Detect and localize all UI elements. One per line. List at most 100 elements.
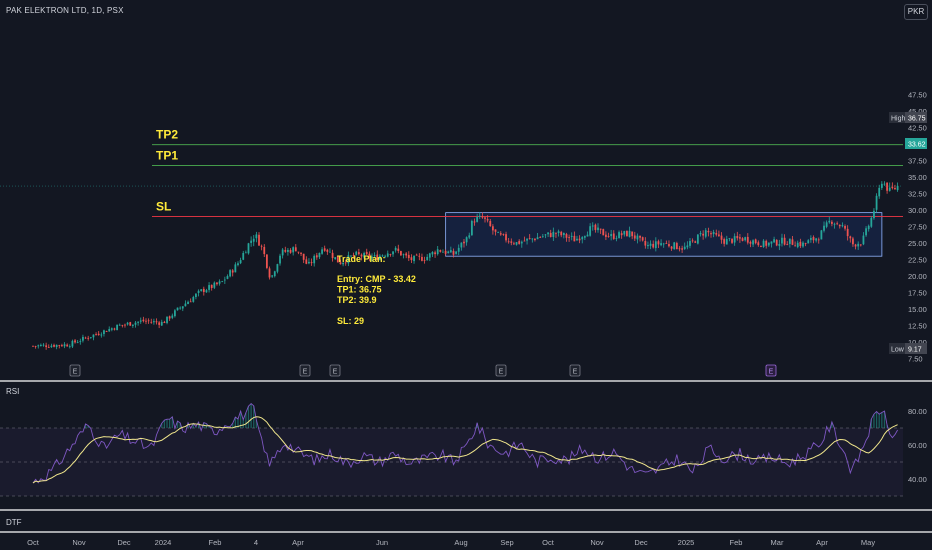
candle	[37, 344, 40, 349]
candle-body	[781, 237, 783, 244]
candle	[244, 250, 247, 254]
candle	[623, 230, 626, 237]
candle	[865, 226, 867, 237]
candle-body	[74, 340, 76, 343]
dtf-pane-label[interactable]: DTF	[6, 518, 22, 527]
candle-body	[47, 347, 50, 348]
rsi-pane-label[interactable]: RSI	[6, 387, 20, 396]
candle	[673, 241, 676, 250]
symbol-title[interactable]: PAK ELEKTRON LTD, 1D, PSX	[6, 6, 124, 15]
candle-body	[344, 262, 347, 264]
candle	[247, 242, 250, 255]
candle	[862, 232, 865, 246]
candle-body	[147, 320, 150, 322]
candle	[526, 238, 528, 245]
candle-body	[442, 251, 444, 253]
candle-body	[865, 228, 867, 236]
candle	[68, 344, 71, 349]
candle	[541, 233, 544, 238]
candle	[276, 263, 279, 274]
candle-body	[570, 235, 573, 237]
candle	[428, 252, 431, 262]
candle	[108, 326, 111, 332]
candle	[586, 231, 589, 237]
candle-body	[431, 252, 434, 255]
candle	[539, 236, 542, 239]
candle-body	[468, 235, 471, 238]
candle	[478, 212, 481, 219]
candle	[765, 239, 768, 249]
candle-body	[728, 238, 731, 240]
candle	[507, 237, 510, 244]
candle-body	[231, 270, 234, 273]
candle	[831, 220, 833, 227]
candle	[867, 224, 870, 232]
y-tick-label: 15.00	[908, 305, 927, 314]
candle	[836, 221, 839, 226]
y-tick-label: 30.00	[908, 206, 927, 215]
candle-body	[360, 254, 363, 257]
candle-body	[113, 328, 116, 330]
candle-body	[788, 238, 791, 244]
candle-body	[89, 337, 92, 338]
candle	[489, 218, 492, 227]
candle	[315, 252, 318, 260]
candle-body	[478, 215, 481, 217]
candle-body	[486, 219, 489, 221]
candle	[641, 236, 644, 242]
candle-body	[255, 234, 258, 239]
candle-body	[410, 257, 413, 261]
candle-body	[181, 306, 184, 309]
candle	[174, 309, 176, 318]
candle-body	[497, 232, 500, 233]
candle-body	[520, 241, 523, 244]
candle	[407, 251, 410, 262]
candle	[591, 222, 594, 231]
candle-body	[528, 238, 531, 239]
candle-body	[384, 255, 387, 257]
candle	[828, 216, 831, 224]
candle	[442, 249, 444, 253]
currency-badge[interactable]: PKR	[904, 4, 928, 20]
candle	[242, 250, 245, 261]
candle	[105, 330, 108, 332]
y-tick-label: 47.50	[908, 91, 927, 100]
candle-body	[854, 244, 857, 247]
candle	[239, 257, 242, 265]
candle	[58, 344, 61, 349]
x-tick-label: Feb	[209, 538, 222, 547]
candle	[439, 249, 442, 253]
candle	[152, 318, 155, 325]
candle	[368, 251, 371, 262]
candle-body	[791, 239, 794, 245]
candle	[736, 231, 739, 241]
candle	[116, 324, 118, 331]
candle	[631, 231, 634, 240]
candle-body	[668, 244, 670, 247]
candle	[531, 238, 534, 243]
candle-body	[350, 255, 352, 257]
candle-body	[541, 236, 544, 238]
candle	[628, 226, 631, 238]
candle-body	[279, 255, 281, 264]
candle-body	[208, 285, 210, 290]
candle-body	[415, 254, 418, 256]
price-badge-value: 36.75	[908, 115, 926, 122]
candle-body	[633, 235, 636, 239]
candle-body	[481, 216, 484, 218]
candle-body	[402, 254, 405, 256]
candle	[336, 256, 339, 263]
candle	[683, 242, 686, 251]
candle-body	[302, 253, 305, 260]
candle	[720, 232, 723, 244]
level-label-tp2: TP2	[156, 128, 178, 142]
candle	[473, 218, 476, 226]
candle-body	[696, 234, 699, 244]
candle	[544, 234, 547, 239]
level-label-tp1: TP1	[156, 148, 178, 162]
candle-body	[831, 221, 833, 224]
candle-body	[594, 224, 597, 230]
candle	[491, 224, 494, 235]
